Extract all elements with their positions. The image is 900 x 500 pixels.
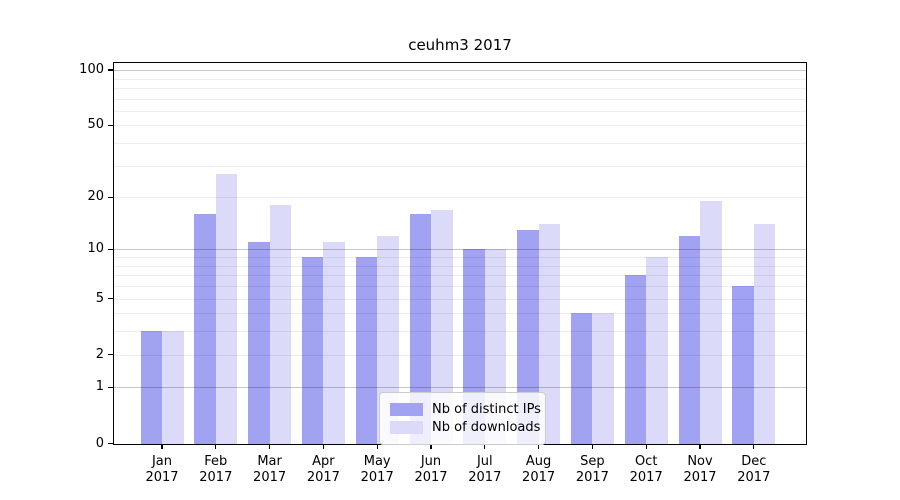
y-axis-tick-2 — [108, 354, 113, 356]
x-axis-tick-sep — [591, 444, 594, 449]
gridline-y-7 — [114, 275, 806, 277]
legend-entry-distinct-ips: Nb of distinct IPs — [390, 401, 541, 417]
gridline-y-8 — [114, 265, 806, 267]
gridline-y-60 — [114, 110, 806, 112]
bar-downloads-dec — [753, 224, 776, 445]
y-axis-tick-50 — [108, 124, 113, 127]
x-axis-tick-label-oct: Oct 2017 — [629, 453, 663, 486]
gridline-y-30 — [114, 165, 806, 167]
x-axis-tick-jan — [161, 444, 163, 449]
bar-distinct-ips-aug — [517, 229, 539, 445]
x-axis-tick-label-sep: Sep 2017 — [575, 453, 609, 486]
bar-downloads-aug — [538, 224, 561, 445]
gridline-y-5 — [114, 298, 806, 300]
y-axis-tick-5 — [108, 297, 113, 300]
bar-downloads-sep — [592, 313, 614, 445]
y-axis-tick-label-100: 100 — [79, 62, 104, 78]
gridline-y-90 — [114, 78, 806, 80]
bar-distinct-ips-sep — [570, 313, 593, 445]
bar-distinct-ips-may — [355, 257, 378, 445]
x-axis-tick-aug — [538, 444, 540, 449]
x-axis-tick-label-mar: Mar 2017 — [253, 453, 287, 486]
bar-distinct-ips-mar — [248, 242, 270, 445]
bar-downloads-feb — [215, 173, 238, 445]
y-axis-tick-label-10: 10 — [87, 241, 104, 257]
y-axis-tick-label-5: 5 — [95, 290, 104, 306]
y-axis-tick-label-0: 0 — [95, 435, 104, 451]
bar-downloads-nov — [700, 201, 722, 445]
x-axis-tick-apr — [322, 444, 325, 449]
x-axis-tick-label-may: May 2017 — [360, 453, 394, 486]
y-axis-tick-0 — [108, 442, 113, 445]
bar-distinct-ips-jun — [409, 214, 431, 445]
gridline-y-4 — [114, 313, 806, 315]
y-axis-tick-10 — [108, 248, 113, 251]
chart-title: ceuhm3 2017 — [408, 36, 512, 54]
legend-swatch-distinct-ips — [390, 402, 423, 416]
legend-label-distinct-ips: Nb of distinct IPs — [432, 401, 541, 417]
bar-downloads-apr — [323, 242, 345, 445]
x-axis-tick-mar — [269, 444, 271, 449]
bar-distinct-ips-apr — [301, 257, 324, 445]
bar-downloads-oct — [646, 257, 668, 445]
x-axis-tick-jul — [484, 444, 486, 449]
bar-distinct-ips-nov — [678, 235, 700, 445]
bar-distinct-ips-jan — [140, 331, 162, 445]
bar-distinct-ips-dec — [732, 286, 754, 445]
y-axis-tick-label-50: 50 — [87, 117, 104, 133]
y-axis-tick-20 — [108, 196, 113, 198]
x-axis-tick-label-apr: Apr 2017 — [306, 453, 340, 486]
y-axis-tick-1 — [108, 386, 113, 389]
gridline-y-40 — [114, 143, 806, 145]
bar-distinct-ips-oct — [624, 275, 647, 445]
gridline-y-1 — [114, 387, 806, 389]
x-axis-tick-oct — [645, 444, 647, 449]
legend-label-downloads: Nb of downloads — [432, 419, 541, 435]
x-axis-tick-jun — [430, 444, 432, 449]
x-axis-tick-label-dec: Dec 2017 — [737, 453, 771, 486]
x-axis-tick-nov — [699, 444, 701, 449]
legend: Nb of distinct IPs Nb of downloads — [379, 392, 546, 445]
x-axis-tick-label-aug: Aug 2017 — [522, 453, 556, 486]
x-axis-tick-may — [376, 444, 378, 449]
bar-downloads-jan — [162, 331, 184, 445]
bar-distinct-ips-feb — [194, 214, 216, 445]
gridline-y-10 — [114, 249, 806, 251]
x-axis-tick-label-jun: Jun 2017 — [414, 453, 448, 486]
x-axis-tick-dec — [753, 444, 755, 449]
bar-downloads-jun — [431, 209, 453, 445]
x-axis-tick-label-feb: Feb 2017 — [199, 453, 233, 486]
bar-downloads-mar — [269, 205, 292, 445]
y-axis-tick-label-2: 2 — [95, 346, 104, 362]
gridline-y-50 — [114, 125, 806, 127]
x-axis-tick-label-jul: Jul 2017 — [468, 453, 502, 486]
x-axis-tick-label-jan: Jan 2017 — [145, 453, 179, 486]
gridline-y-70 — [114, 98, 806, 100]
gridline-y-80 — [114, 87, 806, 89]
gridline-y-9 — [114, 257, 806, 259]
y-axis-tick-100 — [108, 69, 113, 71]
y-axis-tick-label-1: 1 — [95, 379, 104, 395]
legend-swatch-downloads — [390, 420, 423, 434]
gridline-y-100 — [114, 70, 806, 72]
x-axis-tick-label-nov: Nov 2017 — [683, 453, 717, 486]
gridline-y-2 — [114, 354, 806, 356]
y-axis-tick-label-20: 20 — [87, 189, 104, 205]
legend-entry-downloads: Nb of downloads — [390, 419, 540, 435]
gridline-y-3 — [114, 331, 806, 333]
x-axis-tick-feb — [215, 444, 217, 449]
gridline-y-20 — [114, 197, 806, 199]
gridline-y-6 — [114, 286, 806, 288]
